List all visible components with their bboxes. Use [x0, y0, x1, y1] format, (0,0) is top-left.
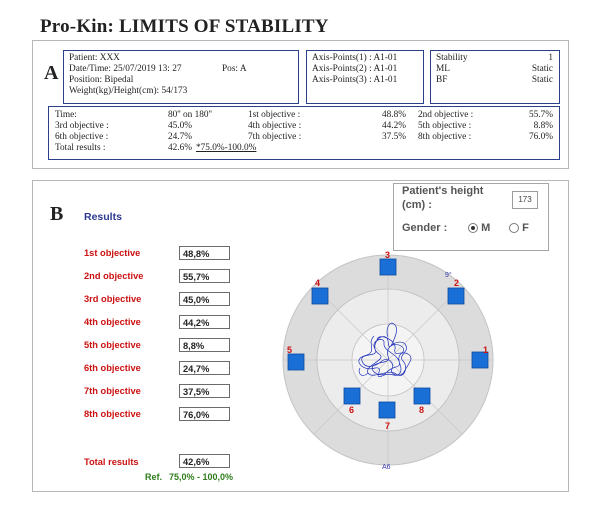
target-marker-2: [447, 287, 465, 305]
sway-trace: [358, 322, 412, 378]
results-heading: Results: [84, 211, 122, 223]
objective-label: 5th objective: [84, 340, 141, 350]
target-number-3: 3: [385, 250, 390, 260]
target-marker-5: [287, 353, 305, 371]
objective-label: 6th objective: [84, 363, 141, 373]
panel-a: [32, 40, 569, 169]
bf-label: BF: [436, 75, 448, 85]
total-results-value: 42,6%: [179, 454, 230, 468]
axis-points-1: Axis-Points(1) : A1-01: [312, 53, 398, 63]
objective-label: 7th objective: [84, 386, 141, 396]
summary-o5-label: 5th objective :: [418, 121, 472, 131]
objective-label: 1st objective: [84, 248, 141, 258]
patient-pos: Pos: A: [222, 64, 247, 74]
target-number-1: 1: [483, 345, 488, 355]
objective-label: 3rd objective: [84, 294, 142, 304]
axis-points-box: [306, 50, 424, 104]
summary-o2-value: 55.7%: [528, 110, 553, 120]
gender-female-radio[interactable]: [509, 223, 519, 234]
summary-o6-label: 6th objective :: [55, 132, 109, 142]
target-number-6: 6: [349, 405, 354, 415]
target-markers: [287, 258, 489, 419]
target-number-labels: 1 2 3 4 5 6 7 8: [287, 250, 488, 431]
objective-label: 4th objective: [84, 317, 141, 327]
summary-o4-label: 4th objective :: [248, 121, 302, 131]
target-marker-6: [343, 387, 361, 405]
ml-label: ML: [436, 64, 450, 74]
ref-label: Ref.: [145, 472, 163, 482]
target-marker-1: [471, 351, 489, 369]
target-number-5: 5: [287, 345, 292, 355]
height-label-1: Patient's height: [402, 185, 484, 197]
patient-weight-height: Weight(kg)/Height(cm): 54/173: [69, 86, 188, 96]
top-angle-label: 9°: [445, 271, 452, 279]
height-input[interactable]: 173: [512, 191, 538, 209]
summary-total-ref: *75.0%-100.0%: [196, 143, 257, 153]
total-results-label: Total results: [84, 457, 139, 467]
summary-o7-value: 37.5%: [381, 132, 406, 142]
objective-value: 48,8%: [179, 246, 230, 260]
target-marker-7: [378, 401, 396, 419]
summary-o1-label: 1st objective :: [248, 110, 301, 120]
summary-o1-value: 48.8%: [381, 110, 406, 120]
summary-time-value: 80'' on 180'': [168, 110, 212, 120]
ml-value: Static: [531, 64, 553, 74]
objective-value: 44,2%: [179, 315, 230, 329]
stability-label: Stability: [436, 53, 468, 63]
patient-datetime: Date/Time: 25/07/2019 13: 27: [69, 64, 182, 74]
panel-b: [32, 180, 569, 492]
summary-total-label: Total results :: [55, 143, 106, 153]
gender-male-label: M: [481, 222, 491, 234]
target-number-4: 4: [315, 278, 320, 288]
target-marker-4: [311, 287, 329, 305]
height-label-2: (cm) :: [402, 199, 432, 211]
bf-value: Static: [531, 75, 553, 85]
summary-o3-value: 45.0%: [168, 121, 193, 131]
summary-box: [48, 106, 560, 160]
summary-o8-label: 8th objective :: [418, 132, 472, 142]
objective-label: 8th objective: [84, 409, 141, 419]
stability-box: [430, 50, 560, 104]
summary-o7-label: 7th objective :: [248, 132, 302, 142]
ref-value: 75,0% - 100,0%: [169, 472, 234, 482]
gender-female-option[interactable]: F: [509, 222, 529, 234]
summary-o6-value: 24.7%: [168, 132, 193, 142]
objective-value: 45,0%: [179, 292, 230, 306]
target-number-8: 8: [419, 405, 424, 415]
summary-o3-label: 3rd objective :: [55, 121, 109, 131]
bottom-label: A6: [382, 464, 391, 471]
objective-value: 55,7%: [179, 269, 230, 283]
summary-total-value: 42.6%: [168, 143, 193, 153]
axis-points-3: Axis-Points(3) : A1-01: [312, 75, 398, 85]
stability-target-plot: 9° A6 1 2 3 4 5 6 7 8: [282, 250, 494, 471]
target-number-7: 7: [385, 421, 390, 431]
summary-o8-value: 76.0%: [528, 132, 553, 142]
stability-value: 1: [548, 53, 553, 63]
patient-info-box: [63, 50, 299, 104]
page-title: Pro-Kin: LIMITS OF STABILITY: [40, 16, 329, 37]
objective-value: 76,0%: [179, 407, 230, 421]
gender-female-label: F: [522, 222, 529, 234]
gender-male-option[interactable]: M: [468, 222, 490, 234]
panel-b-letter: B: [50, 203, 64, 225]
axis-points-2: Axis-Points(2) : A1-01: [312, 64, 398, 74]
summary-o2-label: 2nd objective :: [418, 110, 474, 120]
gender-male-radio[interactable]: [468, 223, 478, 234]
gender-label: Gender :: [402, 222, 448, 234]
patient-position: Position: Bipedal: [69, 75, 134, 85]
summary-o5-value: 8.8%: [533, 121, 553, 131]
objective-label: 2nd objective: [84, 271, 144, 281]
patient-name: Patient: XXX: [69, 53, 120, 63]
objective-value: 24,7%: [179, 361, 230, 375]
target-marker-3: [379, 258, 397, 276]
target-marker-8: [413, 387, 431, 405]
objective-value: 37,5%: [179, 384, 230, 398]
summary-time-label: Time:: [55, 110, 77, 120]
objective-value: 8,8%: [179, 338, 230, 352]
panel-a-letter: A: [44, 62, 59, 84]
target-number-2: 2: [454, 278, 459, 288]
summary-o4-value: 44.2%: [381, 121, 406, 131]
